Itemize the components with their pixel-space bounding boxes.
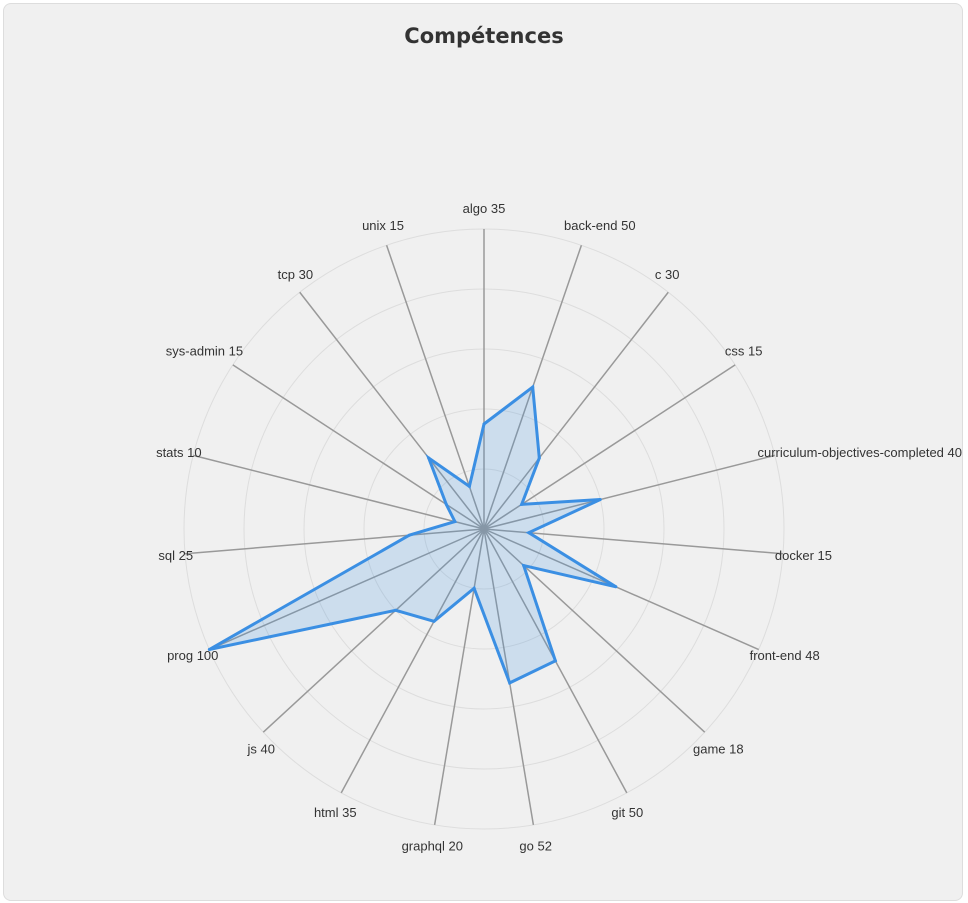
data-point-tcp <box>427 456 431 460</box>
data-point-back-end <box>531 385 535 389</box>
data-point-front-end <box>614 585 618 589</box>
axis-label-back-end: back-end 50 <box>564 218 636 233</box>
axis-label-algo: algo 35 <box>463 201 506 216</box>
axis-label-html: html 35 <box>314 805 357 820</box>
axis-label-c: c 30 <box>655 267 680 282</box>
spoke-html <box>340 528 485 794</box>
data-point-prog <box>207 648 211 651</box>
data-point-algo <box>482 422 486 426</box>
axis-labels: algo 35 back-end 50 c 30 css 15 curriculum-o… <box>156 201 962 854</box>
chart-card <box>3 3 963 901</box>
data-point-game <box>522 564 526 568</box>
data-point-html <box>432 619 436 623</box>
data-point-c <box>537 456 541 460</box>
axis-label-go: go 52 <box>519 839 552 854</box>
spoke-sql <box>184 528 485 555</box>
axis-label-prog: prog 100 <box>167 648 218 663</box>
data-point-graphql <box>472 586 476 590</box>
series-polygon <box>208 384 617 685</box>
spoke-prog <box>208 528 485 651</box>
axis-label-sql: sql 25 <box>158 548 193 563</box>
axis-label-graphql: graphql 20 <box>402 839 463 854</box>
data-point-go <box>508 681 512 685</box>
axis-spokes <box>184 229 784 826</box>
chart-title: Compétences <box>404 24 564 48</box>
axis-label-js: js 40 <box>247 742 275 757</box>
data-series <box>207 384 618 685</box>
data-point-docker <box>527 531 531 535</box>
axis-label-front-end: front-end 48 <box>750 648 820 663</box>
data-point-js <box>394 608 398 612</box>
axis-label-unix: unix 15 <box>362 218 404 233</box>
data-point-sql <box>407 533 411 537</box>
axis-label-stats: stats 10 <box>156 445 202 460</box>
data-point-sys-admin <box>444 502 448 506</box>
data-point-curriculum-objectives-completed <box>598 498 602 501</box>
axis-label-css: css 15 <box>725 343 763 358</box>
spoke-sys-admin <box>232 364 485 530</box>
data-point-git <box>553 659 557 663</box>
spoke-front-end <box>483 528 760 651</box>
spoke-graphql <box>433 528 485 826</box>
spoke-game <box>483 528 706 733</box>
spoke-tcp <box>299 291 485 530</box>
spoke-docker <box>483 528 784 555</box>
data-point-css <box>520 502 524 506</box>
axis-label-game: game 18 <box>693 742 744 757</box>
spoke-stats <box>192 454 485 530</box>
spoke-css <box>483 364 736 530</box>
data-point-stats <box>453 520 457 524</box>
spoke-curriculum-objectives-completed <box>483 454 776 530</box>
spoke-c <box>483 291 669 530</box>
axis-label-curriculum-objectives-completed: curriculum-objectives-completed 40 <box>758 445 962 460</box>
axis-label-docker: docker 15 <box>775 548 832 563</box>
data-point-unix <box>467 484 471 488</box>
spoke-js <box>262 528 485 733</box>
axis-label-sys-admin: sys-admin 15 <box>166 343 243 358</box>
axis-label-git: git 50 <box>611 805 643 820</box>
spoke-unix <box>385 245 485 530</box>
axis-label-tcp: tcp 30 <box>278 267 313 282</box>
